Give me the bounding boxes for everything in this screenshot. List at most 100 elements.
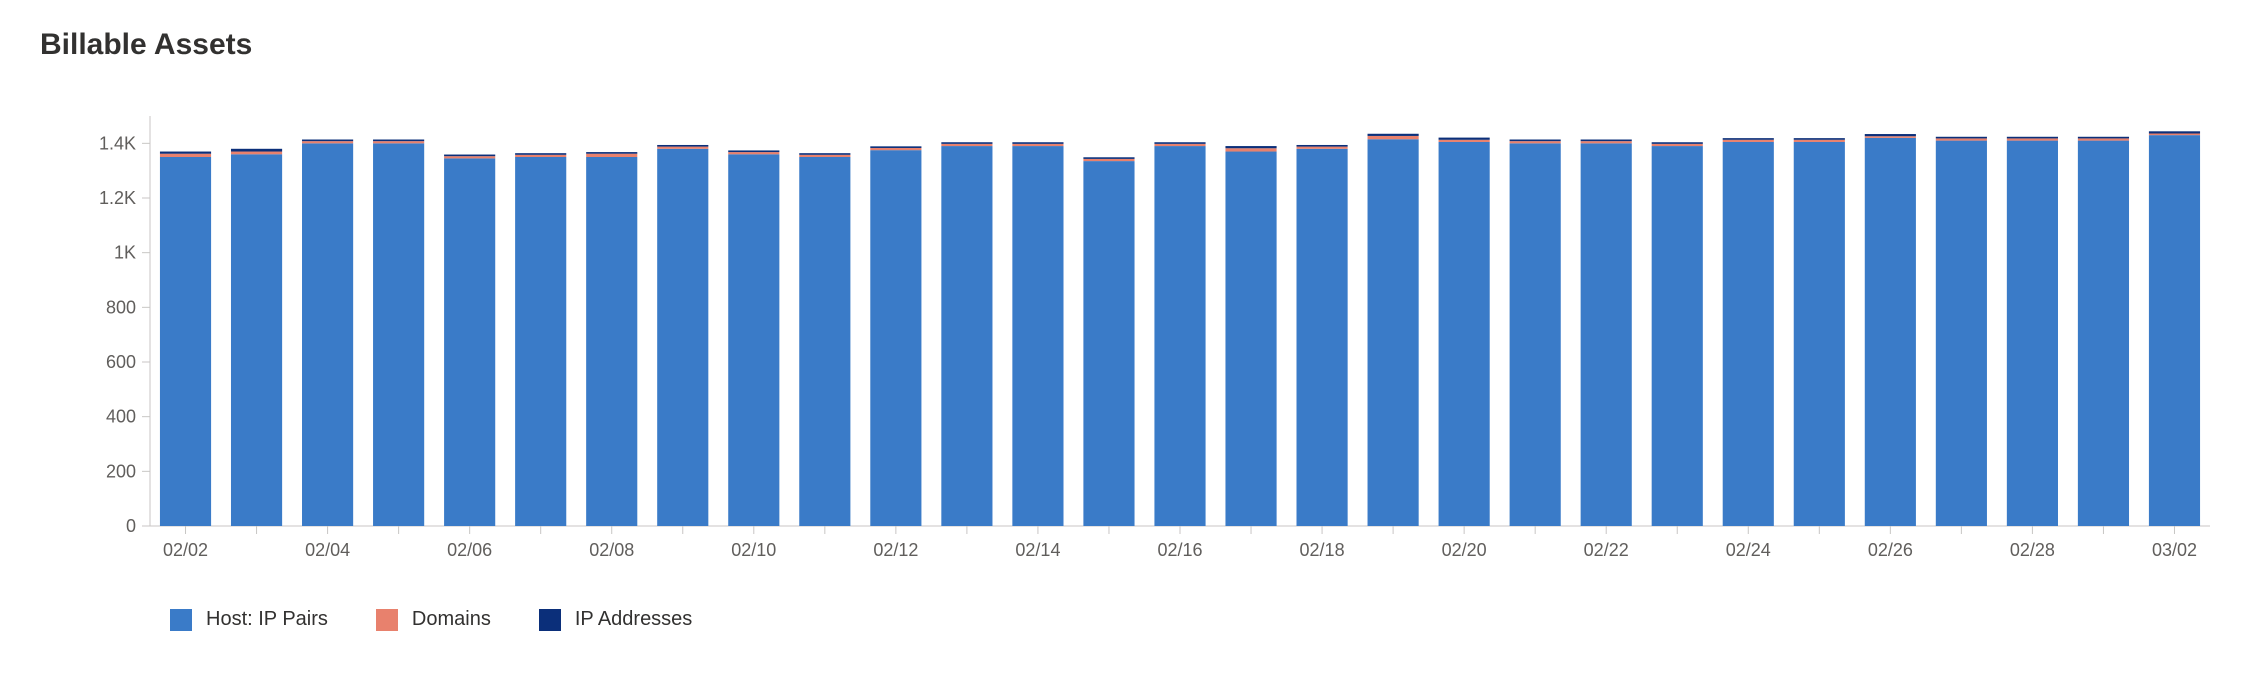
bar-segment[interactable] [160,152,211,154]
bar-segment[interactable] [1439,142,1490,526]
bar-segment[interactable] [2007,138,2058,140]
bar-segment[interactable] [1936,138,1987,140]
bar-segment[interactable] [799,153,850,155]
legend-label-host-ip-pairs: Host: IP Pairs [206,608,328,631]
bar-segment[interactable] [2078,137,2129,139]
x-tick-label: 03/02 [2152,540,2197,560]
bar-segment[interactable] [302,141,353,143]
bar-segment[interactable] [231,154,282,526]
bar-segment[interactable] [586,154,637,157]
legend-item-host-ip-pairs[interactable]: Host: IP Pairs [170,608,328,631]
x-tick-label: 02/18 [1300,540,1345,560]
bar-segment[interactable] [1012,144,1063,146]
bar-segment[interactable] [657,145,708,147]
bar-segment[interactable] [1936,141,1987,526]
bar-segment[interactable] [1510,140,1561,142]
bar-segment[interactable] [1154,144,1205,146]
bar-segment[interactable] [373,143,424,526]
bar-segment[interactable] [1581,141,1632,143]
bar-segment[interactable] [799,157,850,526]
bar-segment[interactable] [302,143,353,526]
bar-segment[interactable] [2078,138,2129,140]
bar-segment[interactable] [1225,152,1276,526]
chart-panel: Billable Assets 02004006008001K1.2K1.4K0… [0,0,2260,692]
bar-segment[interactable] [1296,149,1347,526]
bar-segment[interactable] [231,149,282,152]
bar-segment[interactable] [444,158,495,526]
bar-segment[interactable] [302,140,353,142]
bar-segment[interactable] [1368,139,1419,526]
bar-segment[interactable] [1296,145,1347,147]
bar-segment[interactable] [586,157,637,526]
y-tick-label: 800 [106,297,136,317]
legend-swatch-host-ip-pairs [170,609,192,631]
bar-segment[interactable] [2149,131,2200,133]
x-tick-label: 02/14 [1015,540,1060,560]
bar-segment[interactable] [799,155,850,157]
bar-segment[interactable] [1794,142,1845,526]
x-tick-label: 02/02 [163,540,208,560]
bar-segment[interactable] [1439,138,1490,140]
bar-segment[interactable] [1439,140,1490,142]
bar-segment[interactable] [1225,148,1276,151]
bar-segment[interactable] [2149,133,2200,135]
bar-segment[interactable] [1581,143,1632,526]
bar-segment[interactable] [1296,147,1347,149]
bar-segment[interactable] [515,157,566,526]
bar-segment[interactable] [231,152,282,155]
bar-segment[interactable] [1794,138,1845,140]
bar-segment[interactable] [728,152,779,154]
bar-segment[interactable] [1723,142,1774,526]
bar-segment[interactable] [1154,146,1205,526]
bar-segment[interactable] [728,150,779,152]
bar-segment[interactable] [941,146,992,526]
bar-segment[interactable] [1154,142,1205,144]
bar-segment[interactable] [1368,136,1419,139]
bar-segment[interactable] [160,157,211,526]
bar-segment[interactable] [1083,157,1134,159]
legend-item-domains[interactable]: Domains [376,608,491,631]
bar-segment[interactable] [1368,134,1419,136]
legend-item-ip-addresses[interactable]: IP Addresses [539,608,692,631]
bar-segment[interactable] [941,144,992,146]
bar-segment[interactable] [1012,146,1063,526]
bar-segment[interactable] [870,148,921,150]
bar-segment[interactable] [2007,141,2058,526]
bar-segment[interactable] [515,155,566,157]
bar-segment[interactable] [941,142,992,144]
bar-segment[interactable] [728,154,779,526]
bar-segment[interactable] [2078,141,2129,526]
bar-segment[interactable] [1652,146,1703,526]
bar-segment[interactable] [373,140,424,142]
bar-segment[interactable] [1083,161,1134,526]
bar-segment[interactable] [1510,141,1561,143]
bar-segment[interactable] [2149,135,2200,526]
bar-segment[interactable] [1012,142,1063,144]
bar-segment[interactable] [1865,138,1916,526]
bar-segment[interactable] [657,149,708,526]
bar-segment[interactable] [1510,143,1561,526]
bar-segment[interactable] [1936,137,1987,139]
bar-segment[interactable] [444,156,495,158]
x-tick-label: 02/04 [305,540,350,560]
bar-segment[interactable] [1083,159,1134,161]
bar-segment[interactable] [870,146,921,148]
bar-segment[interactable] [1652,142,1703,144]
bar-segment[interactable] [1225,146,1276,148]
bar-segment[interactable] [1865,136,1916,138]
bar-segment[interactable] [444,155,495,157]
bar-segment[interactable] [160,154,211,157]
bar-segment[interactable] [657,147,708,149]
bar-segment[interactable] [1723,140,1774,142]
bar-segment[interactable] [1865,134,1916,136]
bar-segment[interactable] [1581,140,1632,142]
bar-segment[interactable] [586,152,637,154]
bar-segment[interactable] [1652,144,1703,146]
bar-segment[interactable] [2007,137,2058,139]
bar-segment[interactable] [870,150,921,526]
bar-segment[interactable] [1723,138,1774,140]
bar-segment[interactable] [1794,140,1845,142]
bar-segment[interactable] [373,141,424,143]
bar-segment[interactable] [515,153,566,155]
x-tick-label: 02/08 [589,540,634,560]
